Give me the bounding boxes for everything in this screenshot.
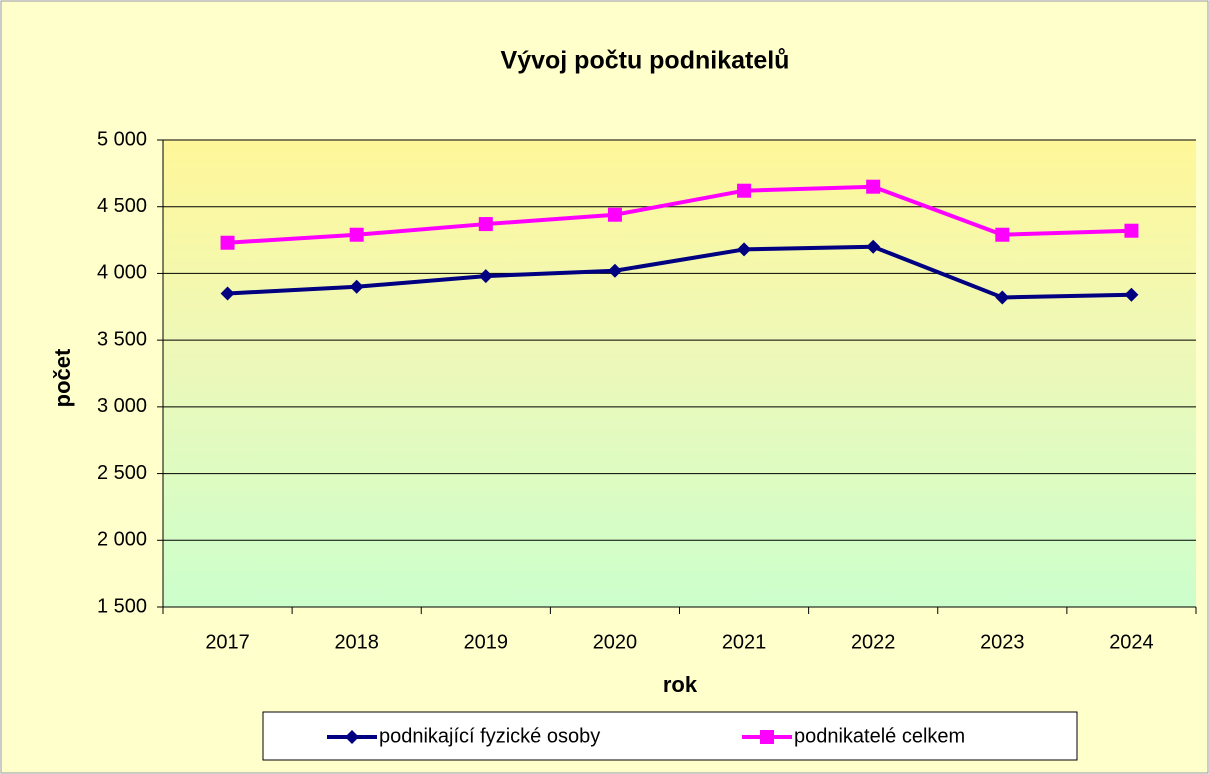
- x-axis-label: rok: [663, 672, 698, 697]
- data-point: [478, 269, 493, 284]
- data-point: [478, 217, 493, 232]
- data-point: [349, 227, 364, 242]
- data-point: [220, 286, 235, 301]
- x-tick-label: 2021: [722, 631, 767, 653]
- x-tick-label: 2024: [1109, 631, 1154, 653]
- legend-box: [262, 711, 1078, 761]
- data-point: [349, 279, 364, 294]
- series-line: [227, 244, 1132, 300]
- x-tick-label: 2019: [464, 631, 509, 653]
- y-tick-label: 5 000: [97, 128, 147, 150]
- x-tick-label: 2023: [980, 631, 1025, 653]
- x-tick-label: 2022: [851, 631, 896, 653]
- y-tick-label: 2 500: [97, 462, 147, 484]
- y-tick-label: 3 500: [97, 328, 147, 350]
- data-point: [995, 290, 1010, 305]
- chart-title: Vývoj počtu podnikatelů: [501, 47, 790, 75]
- legend-label: podnikatelé celkem: [794, 725, 965, 747]
- data-point: [737, 242, 752, 257]
- legend-marker: [760, 730, 774, 744]
- x-tick-label: 2017: [205, 631, 250, 653]
- data-point: [866, 239, 881, 254]
- data-point: [1124, 223, 1139, 238]
- y-tick-label: 2 000: [97, 529, 147, 551]
- data-point: [220, 235, 235, 250]
- series-line: [227, 184, 1132, 245]
- plot-area: [163, 140, 1196, 607]
- y-axis-label: počet: [50, 348, 75, 407]
- x-tick-label: 2018: [334, 631, 379, 653]
- y-tick-label: 1 500: [97, 595, 147, 617]
- data-point: [737, 183, 752, 198]
- data-point: [607, 263, 622, 278]
- legend-label: podnikající fyzické osoby: [379, 725, 600, 747]
- y-tick-label: 3 000: [97, 395, 147, 417]
- x-tick-label: 2020: [593, 631, 638, 653]
- data-point: [1124, 287, 1139, 302]
- data-point: [866, 179, 881, 194]
- y-tick-label: 4 000: [97, 262, 147, 284]
- data-point: [995, 227, 1010, 242]
- legend-marker: [345, 730, 359, 744]
- data-point: [607, 207, 622, 222]
- y-tick-label: 4 500: [97, 195, 147, 217]
